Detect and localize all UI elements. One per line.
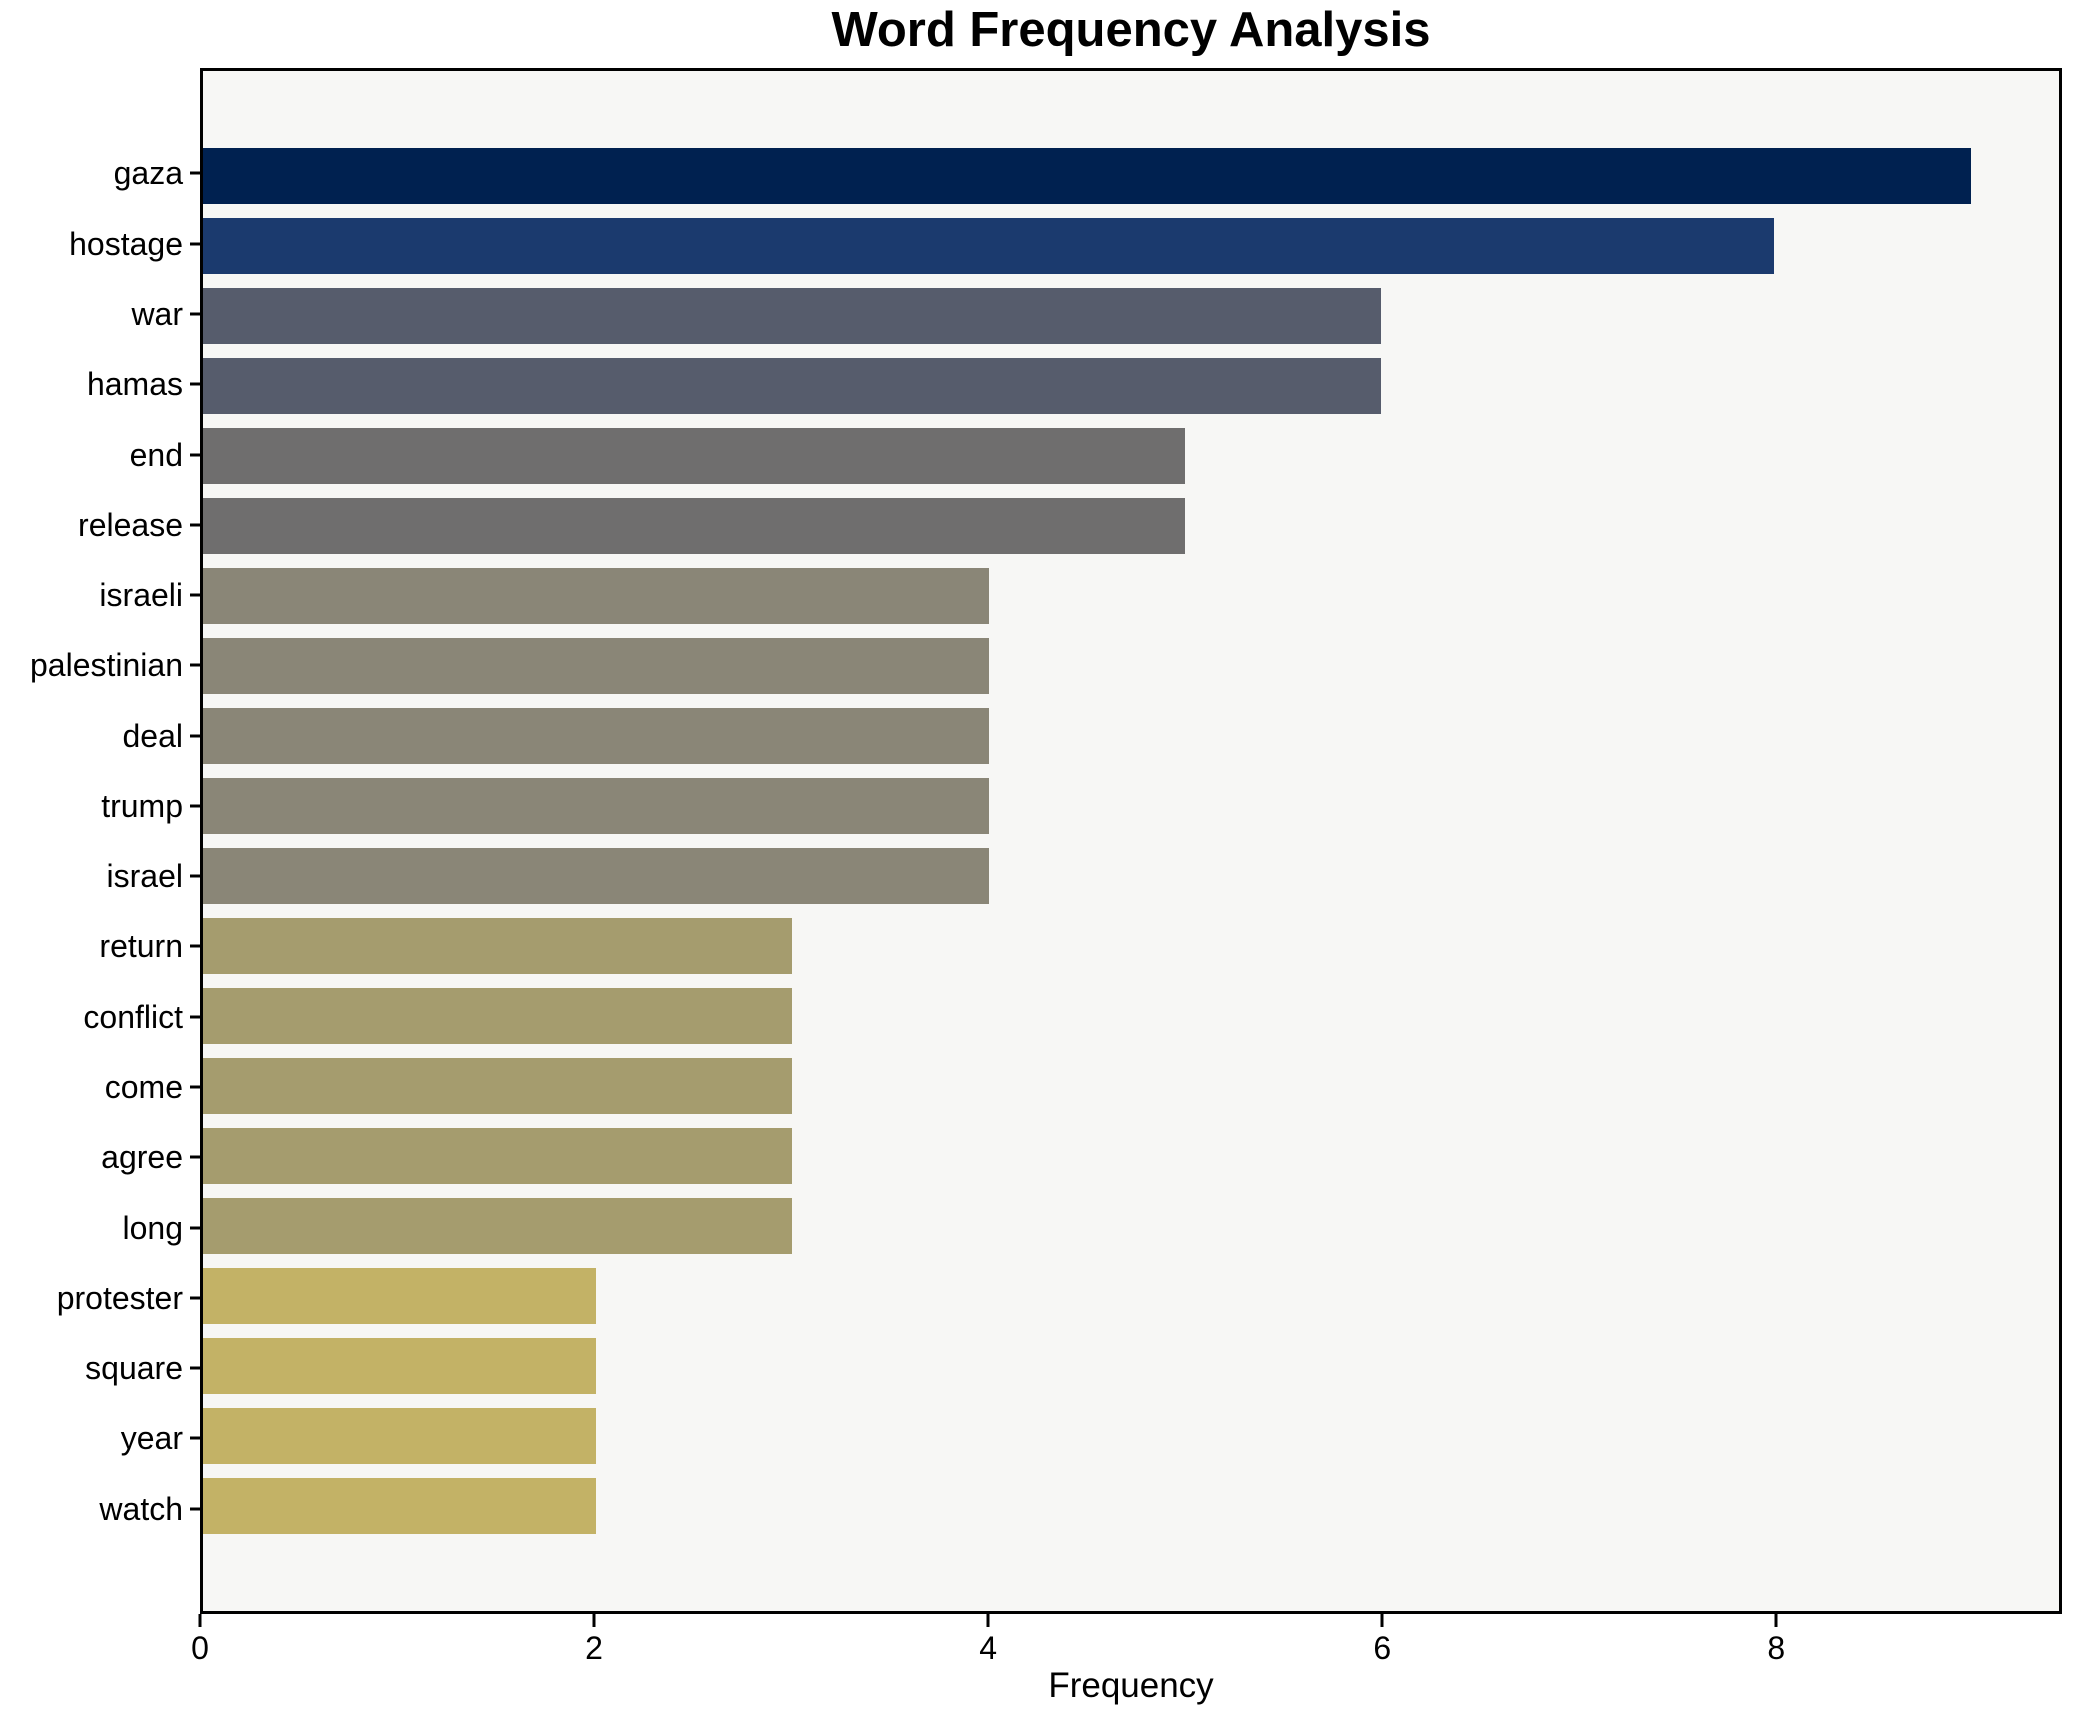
y-tick-label-israel: israel <box>106 858 183 895</box>
x-tick-mark <box>986 1614 990 1627</box>
y-tick-mark <box>190 242 200 246</box>
y-tick-label-conflict: conflict <box>83 998 183 1035</box>
y-tick-mark <box>190 663 200 667</box>
y-tick-mark <box>190 1507 200 1511</box>
y-tick-label-israeli: israeli <box>99 577 183 614</box>
bar-palestinian <box>203 638 989 694</box>
bar-return <box>203 918 793 974</box>
y-tick-mark <box>190 312 200 316</box>
x-tick-mark <box>1380 1614 1384 1627</box>
y-tick-mark <box>190 1436 200 1440</box>
y-tick-mark <box>190 382 200 386</box>
y-tick-mark <box>190 1226 200 1229</box>
bar-trump <box>203 778 989 834</box>
bar-war <box>203 288 1382 344</box>
bar-israeli <box>203 568 989 624</box>
bar-protester <box>203 1268 596 1324</box>
y-tick-label-end: end <box>129 436 183 473</box>
y-tick-label-release: release <box>78 506 183 543</box>
x-axis-title: Frequency <box>1048 1666 1214 1705</box>
y-tick-label-hostage: hostage <box>69 225 183 262</box>
bar-square <box>203 1338 596 1394</box>
y-tick-mark <box>190 1085 200 1089</box>
y-tick-label-come: come <box>104 1068 183 1105</box>
bar-end <box>203 428 1185 484</box>
y-tick-mark <box>190 1366 200 1370</box>
y-tick-mark <box>190 171 200 175</box>
y-tick-mark <box>190 1015 200 1019</box>
y-tick-label-watch: watch <box>99 1490 183 1527</box>
bar-come <box>203 1057 793 1114</box>
y-tick-mark <box>190 944 200 948</box>
x-axis: 0 2 4 6 8 <box>191 1614 2062 1722</box>
y-tick-label-hamas: hamas <box>86 366 183 403</box>
bar-israel <box>203 848 989 904</box>
y-tick-label-long: long <box>122 1209 184 1246</box>
y-tick-mark <box>190 1155 200 1159</box>
y-tick-label-square: square <box>85 1350 183 1387</box>
y-tick-mark <box>190 593 200 597</box>
y-tick-label-trump: trump <box>101 787 183 824</box>
bar-watch <box>203 1478 596 1534</box>
y-tick-mark <box>190 523 200 527</box>
x-tick-mark <box>1774 1614 1778 1627</box>
y-tick-mark <box>190 734 200 738</box>
y-tick-label-return: return <box>99 928 183 965</box>
x-tick-mark <box>198 1614 202 1627</box>
x-tick-label: 2 <box>585 1630 603 1666</box>
y-tick-label-gaza: gaza <box>113 155 183 192</box>
x-tick-label: 8 <box>1767 1630 1786 1666</box>
x-tick-label: 6 <box>1373 1630 1392 1666</box>
y-tick-mark <box>190 453 200 456</box>
x-tick-label: 0 <box>191 1630 209 1666</box>
x-tick-mark <box>592 1614 596 1627</box>
bar-conflict <box>203 988 793 1044</box>
x-tick-label: 4 <box>979 1630 998 1666</box>
chart-title: Word Frequency Analysis <box>831 3 1431 57</box>
y-tick-label-deal: deal <box>122 717 184 754</box>
bar-hostage <box>203 218 1775 274</box>
bar-release <box>203 498 1185 554</box>
y-tick-label-year: year <box>120 1420 183 1457</box>
bar-long <box>203 1198 793 1254</box>
y-tick-mark <box>190 874 200 878</box>
y-tick-label-protester: protester <box>56 1279 183 1316</box>
plot-area <box>200 68 2062 1614</box>
bar-agree <box>203 1128 793 1184</box>
bar-gaza <box>203 148 1971 204</box>
bar-deal <box>203 708 989 764</box>
y-axis: gaza hostage war hamas end release israeli pale… <box>0 68 200 1614</box>
y-tick-label-war: war <box>131 295 183 332</box>
y-tick-label-agree: agree <box>101 1139 183 1176</box>
bar-hamas <box>203 358 1382 414</box>
y-tick-mark <box>190 804 200 808</box>
bar-year <box>203 1408 596 1464</box>
y-tick-label-palestinian: palestinian <box>30 647 183 684</box>
y-tick-mark <box>190 1296 200 1300</box>
